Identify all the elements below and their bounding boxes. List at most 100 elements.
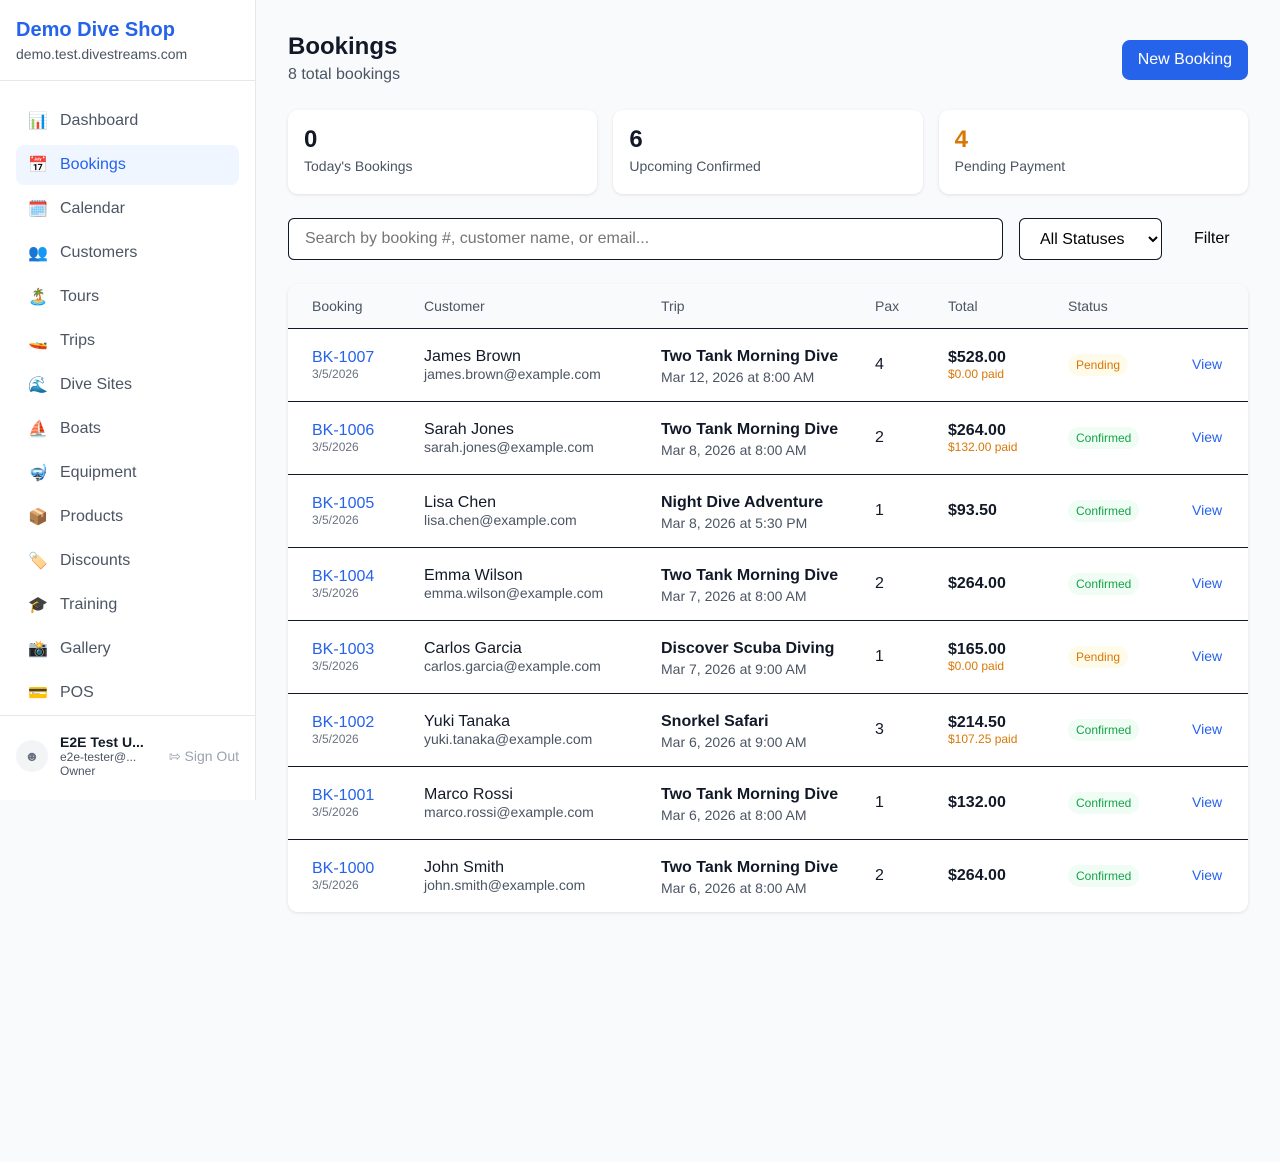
pos-icon: 💳 — [28, 685, 48, 702]
view-booking-link[interactable]: View — [1192, 501, 1223, 518]
booking-date: 3/5/2026 — [312, 439, 359, 454]
customer-name: Emma Wilson — [424, 566, 523, 584]
filter-button[interactable]: Filter — [1178, 230, 1246, 248]
column-header: Total — [924, 284, 1044, 329]
table-row: BK-1000 3/5/2026 John Smith john.smith@exa… — [288, 839, 1248, 912]
gallery-icon: 📸 — [28, 641, 48, 658]
pax-count: 1 — [851, 474, 924, 548]
pax-count: 2 — [875, 866, 884, 884]
status-badge: Pending — [1068, 645, 1129, 668]
trip-date: Mar 8, 2026 at 8:00 AM — [661, 441, 807, 458]
search-input[interactable] — [288, 218, 1003, 260]
shop-domain: demo.test.divestreams.com — [16, 46, 188, 62]
bookings-table: Booking Customer Trip Pax Total Status BK-100… — [288, 284, 1248, 912]
trip-name: Snorkel Safari — [661, 712, 769, 730]
boats-icon: ⛵ — [28, 421, 48, 438]
sidebar-item-label: Training — [60, 596, 118, 613]
sidebar-item-training[interactable]: 🎓 Training — [16, 585, 239, 625]
booking-total: $264.00 — [948, 574, 1006, 592]
dashboard-icon: 📊 — [28, 113, 48, 130]
sidebar-item-label: Trips — [60, 332, 95, 349]
customer-email: james.brown@example.com — [424, 365, 601, 382]
trip-date: Mar 6, 2026 at 8:00 AM — [661, 879, 807, 896]
booking-id-link[interactable]: BK-1001 — [312, 786, 375, 804]
sidebar-item-bookings[interactable]: 📅 Bookings — [16, 145, 239, 185]
sidebar-item-pos[interactable]: 💳 POS — [16, 673, 239, 713]
view-booking-link[interactable]: View — [1192, 793, 1223, 810]
sidebar-item-tours[interactable]: 🏝️ Tours — [16, 277, 239, 317]
sidebar: Demo Dive Shop demo.test.divestreams.com… — [0, 0, 256, 800]
view-booking-link[interactable]: View — [1192, 428, 1223, 445]
trip-name: Night Dive Adventure — [661, 493, 824, 511]
column-header — [1168, 284, 1248, 329]
user-avatar-icon: ☻ — [16, 740, 48, 772]
status-badge: Confirmed — [1068, 426, 1140, 449]
amount-paid: $0.00 paid — [948, 366, 1005, 381]
customer-email: emma.wilson@example.com — [424, 584, 604, 601]
trip-name: Two Tank Morning Dive — [661, 858, 839, 876]
bookings-icon: 📅 — [28, 157, 48, 174]
sidebar-item-boats[interactable]: ⛵ Boats — [16, 409, 239, 449]
view-booking-link[interactable]: View — [1192, 720, 1223, 737]
view-booking-link[interactable]: View — [1192, 866, 1223, 883]
sidebar-item-calendar[interactable]: 🗓️ Calendar — [16, 189, 239, 229]
sidebar-item-label: Discounts — [60, 552, 131, 569]
stat-value: 4 — [954, 126, 969, 153]
column-header: Trip — [637, 284, 851, 329]
trip-date: Mar 7, 2026 at 8:00 AM — [661, 587, 807, 604]
pax-count: 3 — [851, 693, 924, 767]
sign-out-button[interactable]: ⇰ Sign Out — [169, 748, 239, 765]
booking-id-link[interactable]: BK-1003 — [312, 640, 375, 658]
sidebar-item-label: Products — [60, 508, 124, 525]
sidebar-item-customers[interactable]: 👥 Customers — [16, 233, 239, 273]
booking-total: $165.00 — [948, 640, 1006, 658]
booking-total: $264.00 — [948, 866, 1006, 884]
shop-name[interactable]: Demo Dive Shop — [16, 19, 175, 41]
customer-email: carlos.garcia@example.com — [424, 657, 601, 674]
sidebar-item-products[interactable]: 📦 Products — [16, 497, 239, 537]
sidebar-item-dashboard[interactable]: 📊 Dashboard — [16, 101, 239, 141]
pax-count: 1 — [851, 766, 924, 840]
customer-name: Marco Rossi — [424, 785, 513, 803]
sidebar-item-label: Tours — [60, 288, 100, 305]
tours-icon: 🏝️ — [28, 289, 48, 306]
customer-name: Sarah Jones — [424, 420, 514, 438]
booking-total: $214.50 — [948, 713, 1006, 731]
booking-id-link[interactable]: BK-1004 — [312, 567, 375, 585]
trip-date: Mar 8, 2026 at 5:30 PM — [661, 514, 808, 531]
status-select[interactable]: All Statuses — [1019, 218, 1162, 260]
stats-row: 0 Today's Bookings 6 Upcoming Confirmed 4 Pen… — [288, 110, 1248, 194]
customer-name: John Smith — [424, 858, 505, 876]
booking-date: 3/5/2026 — [312, 804, 359, 819]
sidebar-item-gallery[interactable]: 📸 Gallery — [16, 629, 239, 669]
stat-value: 0 — [304, 126, 318, 153]
customer-email: lisa.chen@example.com — [424, 511, 577, 528]
booking-id-link[interactable]: BK-1002 — [312, 713, 375, 731]
customers-icon: 👥 — [28, 245, 48, 262]
sign-out-icon: ⇰ — [168, 747, 181, 764]
view-booking-link[interactable]: View — [1192, 574, 1223, 591]
pax-count: 2 — [851, 401, 924, 475]
new-booking-button[interactable]: New Booking — [1121, 40, 1248, 80]
booking-date: 3/5/2026 — [312, 658, 359, 673]
status-badge: Confirmed — [1068, 499, 1140, 522]
booking-id-link[interactable]: BK-1006 — [312, 421, 375, 439]
booking-id-link[interactable]: BK-1007 — [312, 348, 375, 366]
booking-date: 3/5/2026 — [312, 512, 359, 527]
customer-name: Yuki Tanaka — [424, 712, 510, 730]
trip-name: Two Tank Morning Dive — [661, 785, 839, 803]
user-email: e2e-tester@... — [60, 750, 137, 764]
view-booking-link[interactable]: View — [1192, 647, 1223, 664]
sidebar-item-discounts[interactable]: 🏷️ Discounts — [16, 541, 239, 581]
view-booking-link[interactable]: View — [1192, 355, 1223, 372]
table-row: BK-1004 3/5/2026 Emma Wilson emma.wilson@e… — [288, 547, 1248, 621]
booking-id-link[interactable]: BK-1005 — [312, 494, 375, 512]
column-header: Status — [1044, 284, 1168, 329]
sidebar-item-trips[interactable]: 🚤 Trips — [16, 321, 239, 361]
sidebar-item-label: POS — [60, 684, 94, 701]
trip-name: Two Tank Morning Dive — [661, 566, 839, 584]
sidebar-item-label: Boats — [60, 420, 101, 437]
sidebar-item-equipment[interactable]: 🤿 Equipment — [16, 453, 239, 493]
sidebar-item-dive-sites[interactable]: 🌊 Dive Sites — [16, 365, 239, 405]
booking-id-link[interactable]: BK-1000 — [312, 859, 375, 877]
